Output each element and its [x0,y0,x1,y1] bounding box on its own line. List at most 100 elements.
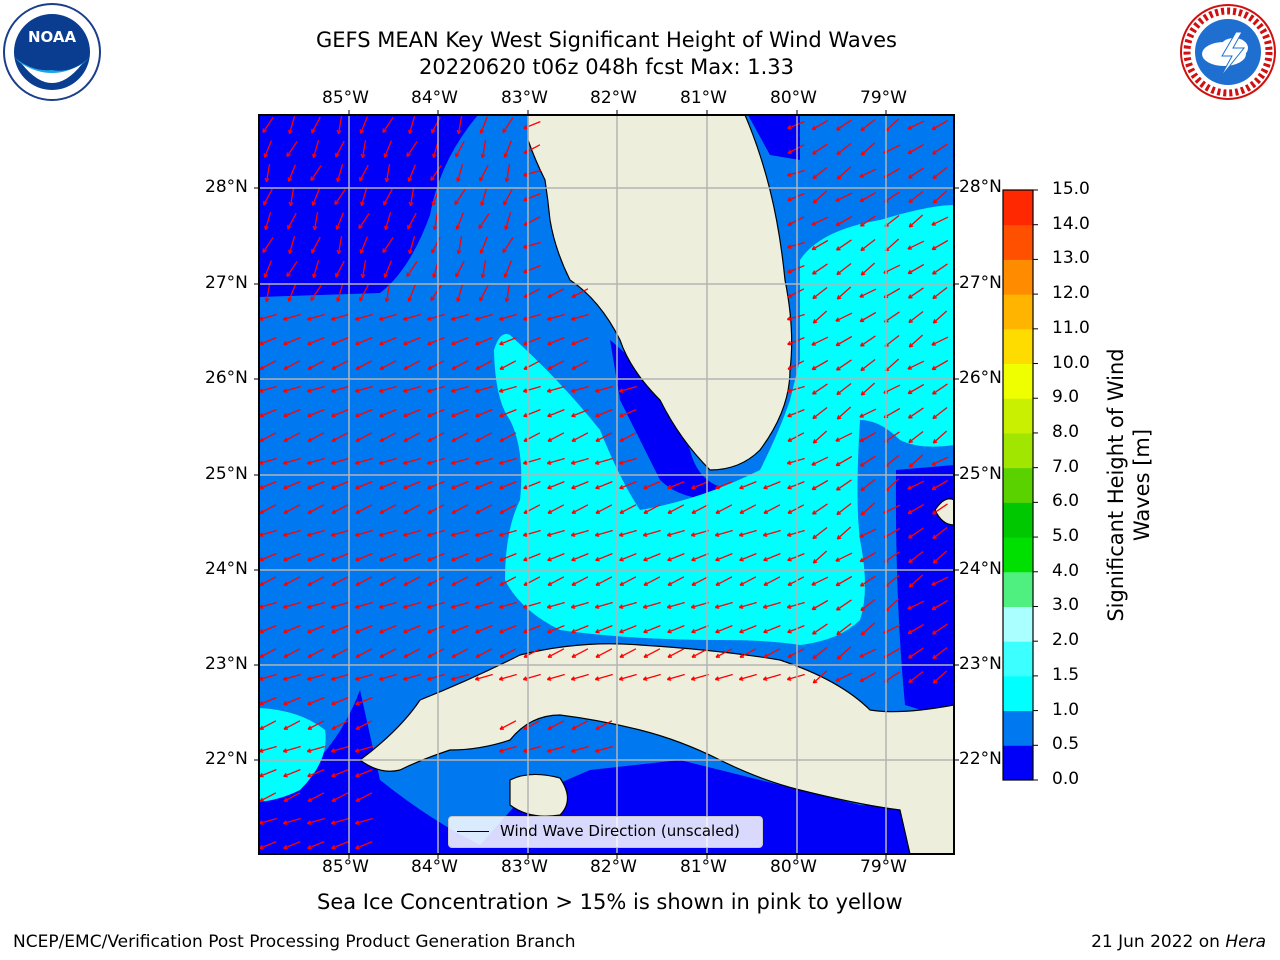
wave-direction-arrow [382,237,394,254]
wave-direction-arrow [763,648,781,658]
wave-direction-arrow [331,553,349,562]
wave-direction-arrow [812,430,828,444]
wave-direction-arrow [522,169,541,177]
wave-direction-arrow [402,385,421,393]
wave-direction-arrow [379,504,397,514]
wave-direction-arrow [787,576,805,586]
wave-direction-arrow [427,409,445,418]
wave-direction-arrow [330,313,349,321]
wave-direction-arrow [594,385,613,393]
wave-direction-arrow [667,553,685,562]
wave-direction-arrow [408,236,416,255]
wave-direction-arrow [403,576,421,586]
wave-direction-arrow [738,601,757,609]
colorbar-title-line2: Waves [m] [1130,428,1154,542]
wave-direction-arrow [479,164,489,182]
lon-label-top-84w: 84°W [411,88,458,108]
wave-direction-arrow [307,337,325,346]
wave-direction-arrow [786,169,805,177]
wave-direction-arrow [618,529,637,537]
wave-direction-arrow [836,646,852,660]
wave-direction-arrow [331,792,349,802]
wave-direction-arrow [259,769,277,778]
colorbar-tick-label: 4.0 [1052,560,1080,581]
wave-direction-arrow [763,553,781,562]
wave-direction-arrow [812,646,828,660]
wave-direction-arrow [355,625,373,634]
wave-direction-arrow [931,623,948,635]
wave-direction-arrow [336,284,344,303]
wave-direction-arrow [859,168,877,178]
wave-direction-arrow [503,188,513,206]
wave-direction-arrow [456,116,463,135]
wave-direction-arrow [595,648,613,658]
wave-direction-arrow [643,648,661,658]
colorbar-swatch [1003,432,1033,469]
wave-direction-arrow [571,288,589,298]
wave-direction-arrow [931,336,949,346]
wave-direction-arrow [812,286,828,300]
wave-direction-arrow [907,240,925,250]
wave-direction-arrow [667,504,685,514]
colorbar-swatch [1003,502,1033,538]
wave-direction-arrow [383,188,393,206]
wave-direction-arrow [547,504,565,514]
colorbar-tick-label: 0.0 [1052,769,1080,789]
noaa-logo-text: NOAA [28,28,77,46]
wave-direction-arrow [378,673,397,681]
wave-direction-arrow [307,720,325,730]
wave-direction-arrow [619,409,637,418]
wave-direction-arrow [307,625,325,634]
wave-direction-arrow [263,260,272,278]
wave-direction-arrow [932,406,948,420]
wave-direction-arrow [378,529,397,537]
wave-direction-arrow [835,432,853,442]
wave-direction-arrow [330,745,349,753]
wave-direction-arrow [427,504,445,514]
wave-direction-arrow [262,237,274,254]
wave-direction-arrow [594,457,613,465]
wave-direction-arrow [259,576,277,586]
wave-direction-arrow [835,312,853,322]
wave-direction-arrow [643,553,661,562]
wave-direction-arrow [908,214,924,228]
wave-direction-arrow [355,720,373,730]
wave-direction-arrow [715,504,733,514]
wave-direction-arrow [571,432,589,442]
wave-direction-arrow [283,432,301,442]
wave-direction-arrow [403,432,421,442]
wave-direction-arrow [307,792,325,802]
wave-direction-arrow [522,601,541,609]
footer-date-text: 21 Jun 2022 on [1091,932,1226,952]
wave-direction-arrow [379,337,397,346]
wave-direction-arrow [407,284,416,302]
wave-direction-arrow [860,382,876,396]
wave-direction-arrow [426,601,445,609]
wave-direction-arrow [378,313,397,321]
colorbar-tick-label: 11.0 [1052,317,1090,338]
wave-direction-arrow [499,576,517,586]
wave-direction-arrow [355,504,373,514]
wave-direction-arrow [403,625,421,634]
wave-direction-arrow [283,481,301,490]
wave-direction-arrow [907,383,925,395]
wave-direction-arrow [931,479,949,491]
map-gridlines [259,115,954,854]
wave-direction-arrow [474,313,493,321]
wave-direction-arrow [836,526,852,540]
wave-direction-arrow [331,409,349,418]
wave-direction-arrow [283,625,301,634]
wave-direction-arrow [354,601,373,609]
wave-direction-arrow [406,141,418,158]
wave-direction-arrow [312,212,319,231]
wave-direction-arrow [619,576,637,586]
wave-direction-arrow [307,697,325,706]
wave-direction-arrow [812,526,828,540]
wave-direction-arrow [502,117,514,134]
wave-direction-arrow [407,212,417,230]
wave-direction-arrow [379,432,397,442]
wave-direction-arrow [714,601,733,609]
wave-direction-arrow [402,313,421,321]
wave-direction-arrow [618,385,637,393]
wave-direction-arrow [835,575,853,587]
